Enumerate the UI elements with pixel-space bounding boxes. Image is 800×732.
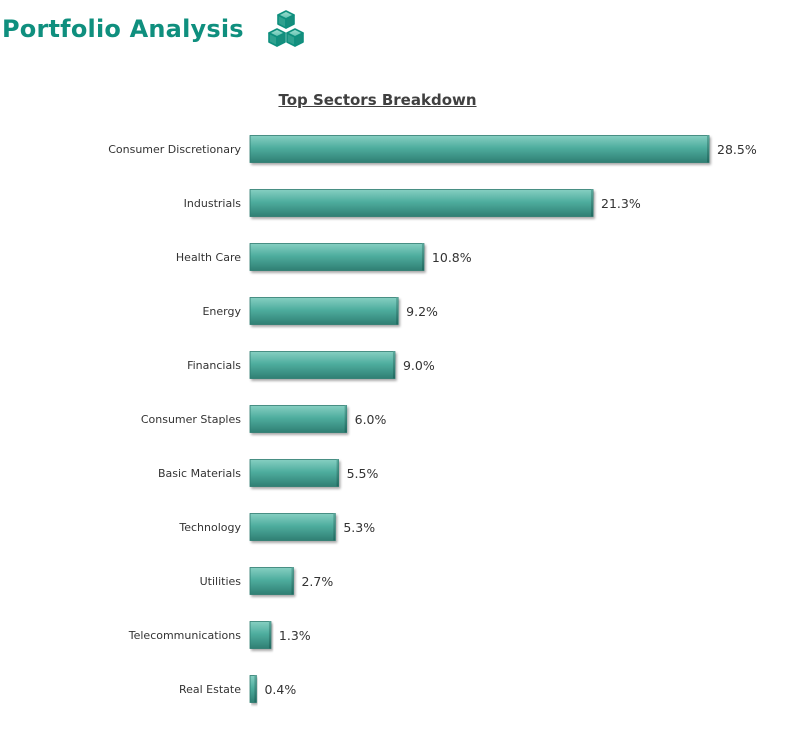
value-label: 0.4% — [264, 682, 296, 697]
category-label: Consumer Discretionary — [108, 143, 241, 156]
value-label: 5.5% — [347, 466, 379, 481]
bar-group: Utilities 2.7% — [200, 567, 333, 595]
bar-end-cap — [254, 675, 257, 703]
bar-group: Telecommunications 1.3% — [128, 621, 311, 649]
bar-group: Health Care 10.8% — [176, 243, 472, 271]
bar — [249, 459, 339, 487]
bar — [249, 405, 348, 433]
bar-end-cap — [291, 567, 294, 595]
bar-end-cap — [344, 405, 347, 433]
bar-end-cap — [421, 243, 424, 271]
category-label: Telecommunications — [128, 629, 242, 642]
bar — [249, 243, 425, 271]
value-label: 10.8% — [432, 250, 472, 265]
category-label: Financials — [187, 359, 241, 372]
bar-end-cap — [336, 459, 339, 487]
value-label: 28.5% — [717, 142, 757, 157]
bar-group: Consumer Discretionary 28.5% — [108, 135, 757, 163]
category-label: Technology — [178, 521, 241, 534]
bar-group: Technology 5.3% — [178, 513, 375, 541]
bar-end-cap — [396, 297, 399, 325]
bar — [249, 621, 272, 649]
bar-end-cap — [392, 351, 395, 379]
page-title: Portfolio Analysis — [2, 15, 244, 43]
bar — [249, 297, 399, 325]
bar-group: Financials 9.0% — [187, 351, 435, 379]
bar — [249, 189, 594, 217]
category-label: Utilities — [200, 575, 242, 588]
page-header: Portfolio Analysis — [2, 6, 306, 56]
value-label: 9.0% — [403, 358, 435, 373]
bar-end-cap — [707, 135, 709, 163]
category-label: Energy — [202, 305, 241, 318]
bar — [249, 513, 336, 541]
category-label: Health Care — [176, 251, 241, 264]
chart-title: Top Sectors Breakdown — [278, 91, 477, 109]
bar-group: Consumer Staples 6.0% — [141, 405, 387, 433]
category-label: Real Estate — [179, 683, 241, 696]
bar-end-cap — [333, 513, 336, 541]
category-label: Consumer Staples — [141, 413, 241, 426]
value-label: 9.2% — [406, 304, 438, 319]
bar — [249, 351, 396, 379]
stacked-cubes-icon — [267, 10, 304, 47]
bar-end-cap — [268, 621, 271, 649]
bar-group: Real Estate 0.4% — [179, 675, 296, 703]
value-label: 21.3% — [601, 196, 641, 211]
bar-group: Industrials 21.3% — [184, 189, 641, 217]
value-label: 1.3% — [279, 628, 311, 643]
category-label: Industrials — [184, 197, 242, 210]
bar — [249, 567, 294, 595]
value-label: 2.7% — [301, 574, 333, 589]
bar-group: Basic Materials 5.5% — [158, 459, 379, 487]
value-label: 5.3% — [343, 520, 375, 535]
bar-group: Energy 9.2% — [202, 297, 438, 325]
bar — [249, 135, 710, 163]
bar-end-cap — [591, 189, 594, 217]
value-label: 6.0% — [355, 412, 387, 427]
category-label: Basic Materials — [158, 467, 241, 480]
